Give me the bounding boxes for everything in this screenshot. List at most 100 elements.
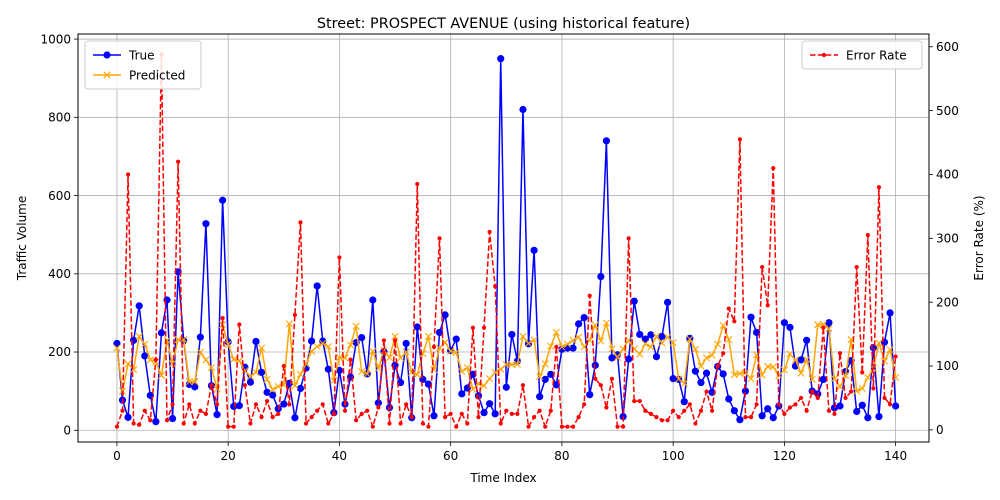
data-point: [465, 421, 470, 426]
data-point: [791, 356, 800, 364]
data-point: [187, 402, 192, 407]
data-point: [860, 370, 865, 375]
data-point: [780, 319, 788, 327]
data-point: [636, 330, 644, 339]
data-point: [737, 137, 742, 142]
data-point: [669, 375, 677, 383]
data-point: [803, 336, 811, 344]
x-tick-label: 40: [332, 449, 347, 463]
data-point: [352, 322, 360, 330]
data-point: [630, 297, 638, 305]
data-point: [826, 408, 831, 413]
data-point: [558, 345, 566, 353]
data-point: [292, 312, 298, 318]
data-point: [536, 393, 544, 401]
data-point: [680, 398, 688, 406]
data-point: [448, 411, 453, 417]
data-point: [476, 414, 481, 420]
data-point: [141, 340, 149, 348]
data-point: [181, 421, 186, 426]
data-point: [263, 388, 271, 396]
data-point: [758, 371, 766, 379]
data-point: [498, 421, 503, 426]
legend-item: True: [93, 48, 155, 62]
data-point: [358, 367, 366, 376]
data-point: [508, 330, 516, 339]
y2-tick-label: 500: [936, 104, 959, 118]
data-point: [481, 325, 487, 330]
legend-marker: [103, 51, 111, 59]
legend-item: Predicted: [93, 68, 185, 82]
data-point: [858, 401, 866, 409]
data-point: [246, 372, 255, 380]
data-point: [547, 370, 555, 378]
data-point: [886, 309, 894, 317]
data-point: [358, 333, 366, 342]
data-point: [671, 408, 676, 413]
chart-title: Street: PROSPECT AVENUE (using historica…: [317, 16, 690, 32]
data-point: [164, 418, 170, 423]
data-point: [346, 341, 355, 349]
data-point: [765, 303, 770, 308]
data-point: [354, 418, 359, 423]
data-point: [591, 321, 599, 329]
data-point: [419, 375, 427, 384]
data-point: [741, 369, 750, 377]
data-point: [330, 376, 338, 385]
data-point: [615, 424, 620, 429]
data-point: [219, 196, 227, 204]
data-point: [163, 336, 171, 344]
data-point: [825, 319, 833, 327]
data-point: [680, 379, 688, 387]
data-point: [442, 414, 448, 420]
data-point: [385, 353, 394, 362]
data-point: [663, 298, 672, 306]
data-point: [359, 411, 364, 417]
data-point: [413, 323, 421, 331]
data-point: [252, 337, 260, 346]
data-point: [620, 424, 626, 429]
data-point: [459, 411, 464, 417]
data-point: [641, 335, 649, 343]
data-point: [591, 361, 599, 369]
data-point: [320, 402, 325, 407]
data-point: [281, 363, 286, 369]
y-tick-label: 600: [48, 189, 71, 203]
data-point: [769, 414, 777, 422]
data-point: [658, 332, 666, 340]
data-point: [176, 159, 181, 164]
data-point: [626, 236, 631, 241]
data-point: [741, 387, 750, 395]
data-point: [819, 320, 827, 328]
data-point: [559, 424, 565, 429]
data-point: [474, 392, 483, 400]
y2-tick-label: 0: [936, 423, 944, 437]
data-point: [725, 395, 733, 403]
data-point: [837, 351, 843, 356]
data-point: [342, 408, 348, 413]
data-point: [643, 408, 648, 413]
data-point: [409, 414, 414, 420]
data-point: [793, 402, 798, 407]
data-point: [849, 389, 854, 394]
data-point: [613, 353, 622, 362]
y-axis-label-left: Traffic Volume: [15, 196, 29, 282]
data-point: [565, 424, 570, 429]
data-point: [576, 414, 581, 420]
data-point: [246, 378, 255, 386]
data-point: [224, 340, 232, 348]
data-point: [309, 414, 314, 420]
data-point: [797, 356, 805, 364]
legend-box: [801, 40, 923, 70]
data-point: [853, 407, 861, 416]
data-point: [698, 408, 704, 413]
data-point: [168, 414, 177, 423]
data-point: [708, 351, 716, 359]
data-point: [658, 339, 666, 347]
data-point: [613, 351, 622, 359]
data-point: [598, 383, 603, 388]
x-tick-label: 120: [773, 449, 796, 463]
data-point: [836, 402, 844, 410]
data-point: [760, 264, 765, 270]
data-point: [315, 408, 320, 413]
